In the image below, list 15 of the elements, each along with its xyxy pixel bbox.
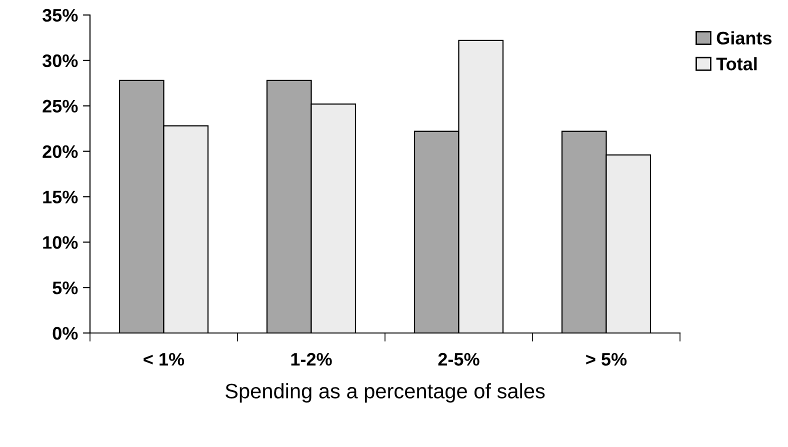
x-tick-label: 2-5% bbox=[438, 352, 480, 366]
y-tick-label: 10% bbox=[43, 236, 78, 249]
x-tick-label: < 1% bbox=[144, 352, 184, 366]
y-tick-label: 30% bbox=[42, 54, 78, 68]
legend-label: Giants bbox=[716, 31, 772, 45]
legend-label: Total bbox=[716, 57, 757, 70]
y-tick-label: 35% bbox=[42, 8, 78, 22]
y-tick-label: 20% bbox=[42, 145, 78, 158]
x-tick-label: 1-2% bbox=[291, 352, 332, 366]
y-tick-label: 5% bbox=[52, 282, 78, 294]
x-tick-label: > 5% bbox=[586, 352, 627, 366]
x-axis-title: Spending as a percentage of sales bbox=[226, 383, 545, 403]
y-tick-label: 15% bbox=[43, 190, 78, 204]
y-tick-label: 0% bbox=[52, 326, 78, 340]
y-tick-label: 25% bbox=[42, 100, 78, 113]
